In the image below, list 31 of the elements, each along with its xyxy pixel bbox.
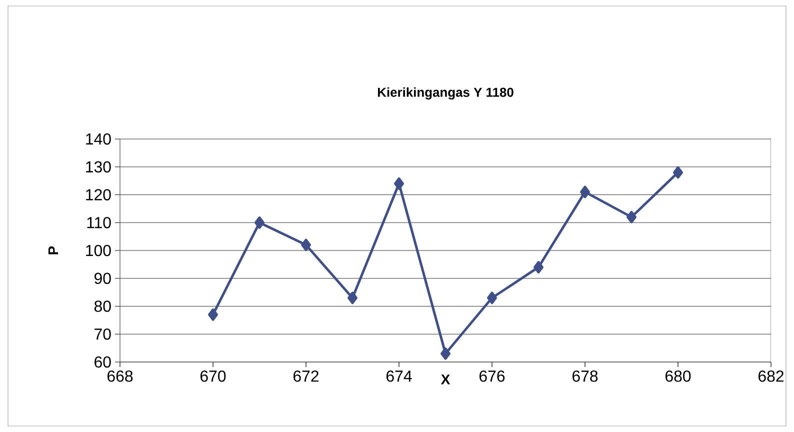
y-tick-label: 90: [94, 272, 111, 284]
x-tick-label: 680: [666, 370, 691, 382]
point: [580, 186, 590, 198]
x-tick-label: 670: [200, 370, 226, 382]
point: [626, 210, 636, 224]
y-tick-label: 130: [86, 161, 111, 173]
point: [301, 238, 311, 252]
y-tick-label: 80: [94, 300, 111, 312]
y-axis-title: P: [48, 246, 58, 254]
y-tick-label: 70: [94, 328, 111, 340]
point: [440, 347, 450, 360]
point: [208, 308, 218, 321]
y-tick-label: 60: [94, 356, 111, 368]
y-tick-label: 120: [86, 189, 111, 200]
x-tick-label: 674: [386, 370, 412, 382]
chart-title: Kierikingangas Y 1180: [378, 87, 514, 100]
x-tick-label: 676: [480, 370, 505, 382]
y-tick-label: 100: [86, 244, 111, 256]
x-tick-label: 678: [572, 370, 598, 382]
point: [254, 216, 264, 229]
point: [534, 261, 544, 274]
x-axis-title: X: [440, 374, 450, 384]
y-tick-label: 110: [87, 216, 111, 228]
x-tick-label: 668: [108, 370, 133, 382]
point: [394, 177, 404, 190]
point: [487, 292, 497, 304]
point: [673, 166, 683, 179]
x-tick-label: 672: [294, 370, 318, 382]
point: [348, 292, 358, 304]
x-tick-label: 682: [758, 370, 784, 382]
y-tick-label: 140: [86, 133, 111, 145]
